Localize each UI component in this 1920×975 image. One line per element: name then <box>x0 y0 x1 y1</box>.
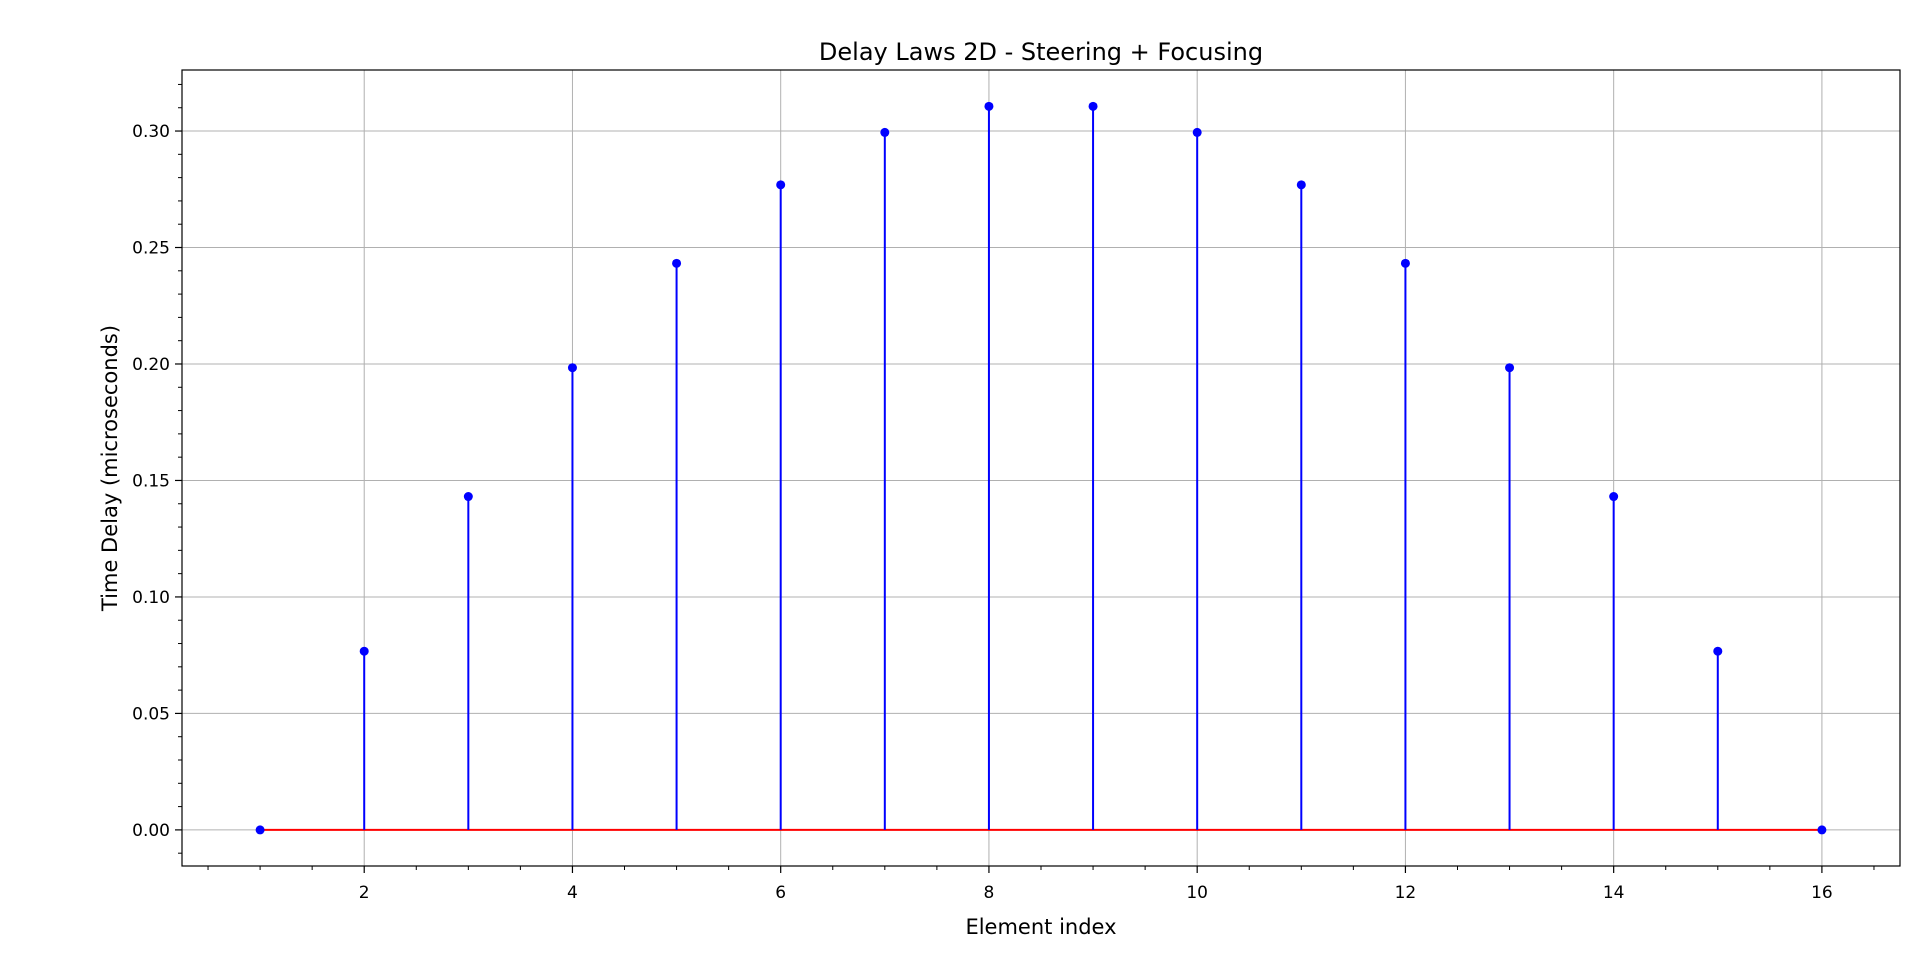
x-tick-label: 12 <box>1395 883 1417 903</box>
y-tick-label: 0.15 <box>132 471 170 491</box>
y-tick-label: 0.10 <box>132 588 170 608</box>
stem-marker <box>1088 101 1098 111</box>
y-tick-label: 0.00 <box>132 821 170 841</box>
x-tick-label: 16 <box>1811 883 1833 903</box>
x-tick-label: 8 <box>984 883 995 903</box>
stem-marker <box>1505 363 1515 373</box>
stem-marker <box>984 101 994 111</box>
y-tick-label: 0.05 <box>132 704 170 724</box>
stem-marker <box>1609 492 1619 502</box>
x-tick-label: 4 <box>567 883 578 903</box>
y-axis-ticks: 0.00 0.05 0.10 0.15 0.20 0.25 0.30 <box>132 83 182 854</box>
stem-marker <box>359 646 369 656</box>
chart-title: Delay Laws 2D - Steering + Focusing <box>819 38 1263 66</box>
x-tick-label: 14 <box>1603 883 1625 903</box>
stem-marker <box>463 492 473 502</box>
stem-marker <box>776 180 786 190</box>
stem-marker <box>672 258 682 268</box>
x-tick-label: 6 <box>775 883 786 903</box>
y-tick-label: 0.30 <box>132 122 170 142</box>
x-tick-label: 2 <box>359 883 370 903</box>
stem-marker <box>255 825 265 835</box>
y-tick-label: 0.25 <box>132 239 170 259</box>
y-tick-label: 0.20 <box>132 355 170 375</box>
x-tick-label: 10 <box>1186 883 1208 903</box>
stem-marker <box>1817 825 1827 835</box>
x-axis-ticks: 2 4 6 8 10 12 14 16 <box>207 866 1875 903</box>
markers <box>255 101 1827 835</box>
stems <box>363 106 1719 830</box>
y-axis-title: Time Delay (microseconds) <box>98 325 122 612</box>
stem-marker <box>880 127 890 137</box>
stem-marker <box>1400 258 1410 268</box>
stem-marker <box>1713 646 1723 656</box>
x-axis-title: Element index <box>965 915 1116 939</box>
stem-marker <box>1296 180 1306 190</box>
stem-marker <box>1192 127 1202 137</box>
stem-marker <box>567 363 577 373</box>
